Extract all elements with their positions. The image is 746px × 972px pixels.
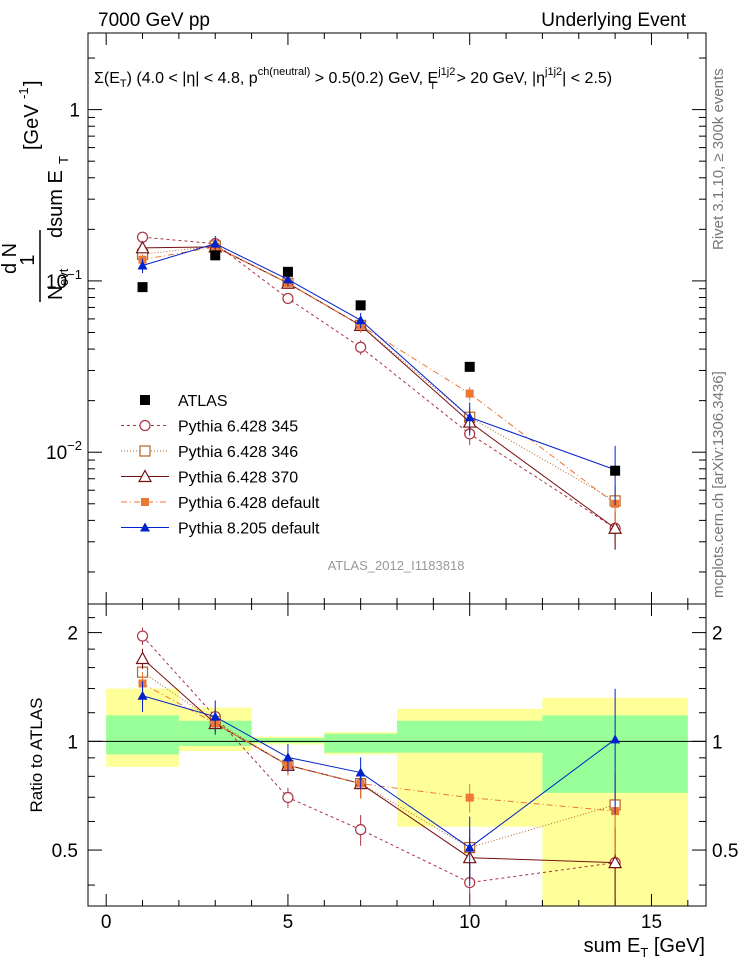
- ratio-point-pythia-8-205-default: [137, 690, 148, 700]
- point-pythia-8-205-default: [282, 274, 293, 284]
- main-series: [135, 231, 623, 550]
- ratio-tick-label-left: 1: [67, 732, 78, 753]
- ratio-line-pythia-8-205-default: [142, 695, 616, 849]
- legend: ATLAS Pythia 6.428 345 Pythia 6.428 346 Pyt…: [121, 393, 320, 538]
- ratio-point-pythia-8-205-default: [464, 842, 475, 852]
- ratio-y-axis-label: Ratio to ATLAS: [27, 698, 46, 813]
- point-pythia-8-205-default: [137, 260, 148, 270]
- plot-title: Σ(ET) (4.0 < |η| < 4.8, pch(neutral) > 0…: [94, 66, 612, 92]
- x-tick-label: 15: [641, 912, 662, 933]
- ratio-tick-label-right: 1: [712, 732, 723, 753]
- ratio-point-pythia-6-428-370: [608, 855, 623, 869]
- point-pythia-8-205-default: [210, 238, 221, 248]
- point-atlas: [610, 465, 621, 476]
- x-tick-label: 10: [459, 912, 480, 933]
- ratio-line-pythia-6-428-default: [142, 683, 616, 812]
- svg-text:d N: d N: [0, 243, 21, 274]
- legend-label-pythia-6-428-default: Pythia 6.428 default: [178, 495, 320, 512]
- point-pythia-8-205-default: [464, 412, 475, 422]
- green-band: [251, 738, 325, 743]
- svg-text:N: N: [45, 286, 67, 300]
- green-band: [397, 720, 543, 753]
- point-pythia-6-428-345: [282, 292, 294, 305]
- legend-marker-pythia-6-428-370: [137, 469, 153, 483]
- legend-label-atlas: ATLAS: [178, 393, 228, 410]
- series-line-pythia-6-428-default: [142, 246, 616, 505]
- point-atlas: [355, 300, 366, 311]
- header-right: Underlying Event: [541, 10, 686, 31]
- header-left: 7000 GeV pp: [98, 10, 210, 31]
- ratio-series: [135, 627, 623, 906]
- legend-label-pythia-6-428-370: Pythia 6.428 370: [178, 470, 298, 487]
- svg-text:dsum E: dsum E: [45, 170, 67, 238]
- y-tick-label: 1: [69, 101, 80, 122]
- point-pythia-6-428-default: [465, 389, 474, 398]
- legend-label-pythia-8-205-default: Pythia 8.205 default: [178, 521, 320, 538]
- green-band: [324, 733, 397, 753]
- legend-marker-pythia-6-428-default: [141, 498, 149, 506]
- svg-text:1: 1: [17, 254, 39, 265]
- point-atlas: [137, 282, 148, 293]
- point-atlas: [282, 266, 293, 277]
- point-atlas: [464, 361, 475, 372]
- y-tick-label: 10−2: [46, 438, 82, 464]
- legend-marker-pythia-6-428-346: [139, 445, 151, 457]
- ratio-line-pythia-6-428-345: [142, 635, 616, 884]
- legend-marker-pythia-8-205-default: [140, 522, 150, 532]
- svg-text:T: T: [56, 156, 71, 164]
- ratio-point-pythia-6-428-345: [355, 824, 367, 836]
- ratio-point-pythia-8-205-default: [355, 767, 366, 777]
- rivet-version-label: Rivet 3.1.10, ≥ 300k events: [710, 68, 727, 250]
- x-tick-label: 5: [283, 912, 294, 933]
- point-pythia-6-428-370: [608, 520, 623, 534]
- legend-label-pythia-6-428-346: Pythia 6.428 346: [178, 444, 298, 461]
- svg-text:evt: evt: [56, 268, 71, 286]
- ratio-point-pythia-6-428-370: [135, 651, 150, 665]
- point-pythia-6-428-345: [355, 341, 367, 353]
- svg-text:[GeV: [GeV: [21, 104, 43, 150]
- ratio-point-pythia-6-428-345: [136, 630, 149, 642]
- main-plot-frame: [87, 32, 707, 605]
- ratio-point-pythia-6-428-default: [465, 793, 474, 802]
- mcplots-label: mcplots.cern.ch [arXiv:1306.3436]: [710, 371, 727, 598]
- ratio-tick-label-right: 0.5: [712, 841, 738, 862]
- legend-marker-atlas: [140, 395, 150, 405]
- y-axis-label: 1 N evt d N evt dsum E T [GeV -1 ]: [0, 80, 71, 302]
- series-line-pythia-6-428-345: [142, 236, 616, 529]
- axes: 0 5 10 15 1 10−1 10−2 0.5 0.5 1 1 2 2: [46, 33, 738, 933]
- svg-text:]: ]: [21, 80, 43, 86]
- point-pythia-6-428-370: [135, 240, 150, 254]
- ratio-point-pythia-6-428-345: [282, 791, 294, 804]
- legend-label-pythia-6-428-345: Pythia 6.428 345: [178, 419, 298, 436]
- point-atlas: [210, 250, 221, 261]
- green-band: [106, 715, 179, 755]
- point-pythia-8-205-default: [355, 315, 366, 325]
- ratio-point-pythia-8-205-default: [210, 711, 221, 721]
- x-axis-label: sum ET [GeV]: [584, 935, 705, 960]
- x-tick-label: 0: [101, 912, 112, 933]
- ratio-tick-label-left: 0.5: [52, 841, 78, 862]
- legend-marker-pythia-6-428-345: [139, 419, 151, 432]
- analysis-watermark: ATLAS_2012_I1183818: [328, 558, 465, 573]
- ratio-tick-label-left: 2: [67, 624, 78, 645]
- series-line-pythia-8-205-default: [142, 243, 616, 471]
- ratio-point-pythia-8-205-default: [282, 752, 293, 762]
- ratio-tick-label-right: 2: [712, 624, 723, 645]
- series-line-pythia-6-428-346: [142, 245, 616, 502]
- y-tick-label: 10−1: [46, 267, 82, 293]
- ratio-point-pythia-8-205-default: [610, 734, 621, 744]
- svg-text:-1: -1: [16, 87, 31, 99]
